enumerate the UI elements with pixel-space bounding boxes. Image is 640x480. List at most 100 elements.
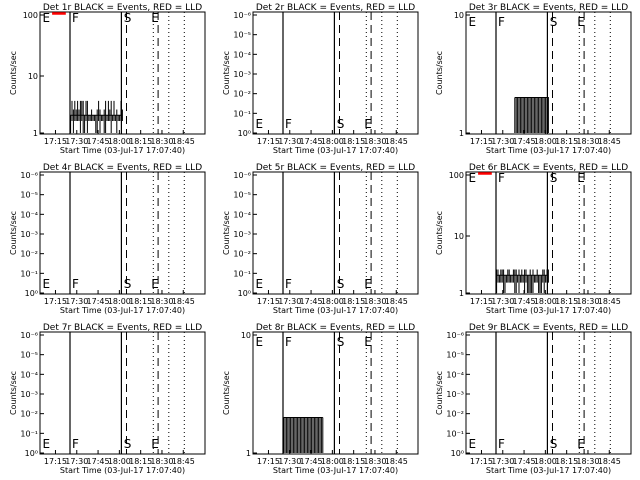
x-tick-label: 18:00 [534, 137, 557, 146]
y-tick-label: 1 [246, 449, 251, 458]
x-tick-label: 18:30 [150, 457, 173, 466]
y-tick-label: 10⁻⁵ [20, 191, 38, 200]
x-tick-label: 18:45 [385, 457, 408, 466]
y-tick-label: 10⁻³ [20, 390, 38, 399]
y-tick-label: 10⁻⁴ [233, 210, 251, 219]
x-tick-label: 18:45 [385, 137, 408, 146]
x-tick-label: 17:30 [65, 137, 88, 146]
y-tick-label: 10⁻⁶ [20, 171, 38, 180]
y-tick-label: 10⁻⁶ [233, 11, 251, 20]
x-tick-label: 18:30 [150, 137, 173, 146]
phase-marker-e: E [256, 335, 264, 349]
phase-marker-e: E [256, 117, 264, 131]
x-tick-label: 17:15 [44, 297, 67, 306]
x-tick-label: 18:15 [129, 137, 152, 146]
x-tick-label: 17:45 [513, 137, 536, 146]
y-tick-label: 10⁻³ [233, 70, 251, 79]
x-tick-label: 18:00 [321, 297, 344, 306]
y-tick-label: 10⁻⁶ [233, 171, 251, 180]
y-tick-label: 10⁻⁶ [446, 331, 464, 340]
y-tick-label: 10⁻¹ [233, 109, 251, 118]
y-tick-label: 10⁻² [20, 250, 38, 259]
phase-marker-e: E [43, 277, 51, 291]
phase-marker-e: E [469, 171, 477, 185]
x-tick-label: 18:30 [363, 137, 386, 146]
plot-frame [252, 331, 419, 455]
phase-marker-f: F [498, 171, 505, 185]
x-tick-label: 17:15 [470, 457, 493, 466]
x-tick-label: 17:30 [65, 297, 88, 306]
y-tick-label: 10⁰ [451, 449, 464, 458]
x-axis-label: Start Time (03-Jul-17 17:07:40) [486, 146, 611, 155]
x-tick-label: 18:00 [534, 457, 557, 466]
x-tick-label: 17:15 [470, 137, 493, 146]
y-axis-label: Counts/sec [435, 211, 444, 255]
phase-marker-e: E [364, 335, 372, 349]
plot-frame [39, 11, 206, 135]
x-tick-label: 18:30 [576, 457, 599, 466]
x-tick-label: 18:00 [321, 137, 344, 146]
x-tick-label: 17:15 [470, 297, 493, 306]
y-tick-label: 10⁻² [233, 90, 251, 99]
x-tick-label: 17:30 [491, 137, 514, 146]
x-tick-label: 17:15 [44, 137, 67, 146]
detector-panel-1: Det 1r BLACK = Events, RED = LLD Counts/s… [9, 3, 206, 155]
x-tick-label: 18:15 [129, 297, 152, 306]
x-axis-label: Start Time (03-Jul-17 17:07:40) [60, 466, 185, 475]
x-tick-label: 18:00 [108, 137, 131, 146]
phase-marker-e: E [364, 117, 372, 131]
phase-marker-s: S [124, 11, 132, 25]
plot-frame [465, 331, 632, 455]
phase-marker-e: E [43, 11, 51, 25]
y-tick-label: 10⁻² [20, 410, 38, 419]
plot-frame [465, 171, 632, 295]
x-tick-label: 18:45 [385, 297, 408, 306]
phase-marker-f: F [285, 335, 292, 349]
phase-marker-f: F [72, 437, 79, 451]
x-tick-label: 17:30 [278, 297, 301, 306]
detector-panel-6: Det 6r BLACK = Events, RED = LLD Counts/s… [435, 163, 632, 315]
x-tick-label: 18:30 [363, 297, 386, 306]
x-tick-label: 17:30 [278, 137, 301, 146]
detector-panel-9: Det 9r BLACK = Events, RED = LLD Counts/s… [435, 323, 632, 475]
events-series [283, 417, 324, 453]
x-tick-label: 17:45 [513, 297, 536, 306]
x-tick-label: 17:15 [257, 137, 280, 146]
x-tick-label: 17:30 [491, 457, 514, 466]
x-tick-label: 17:30 [278, 457, 301, 466]
phase-marker-f: F [285, 277, 292, 291]
x-tick-label: 18:45 [172, 297, 195, 306]
phase-marker-s: S [124, 437, 132, 451]
y-tick-label: 10 [241, 331, 251, 340]
y-tick-label: 10⁻² [446, 410, 464, 419]
y-tick-label: 10 [28, 72, 38, 81]
x-tick-label: 17:45 [300, 297, 323, 306]
y-tick-label: 10⁻⁵ [233, 31, 251, 40]
events-series [496, 269, 549, 293]
phase-marker-f: F [285, 117, 292, 131]
x-tick-label: 17:15 [257, 457, 280, 466]
phase-marker-f: F [498, 15, 505, 29]
y-tick-label: 10⁻⁴ [446, 370, 464, 379]
y-tick-label: 10⁻⁴ [20, 210, 38, 219]
phase-marker-f: F [72, 11, 79, 25]
phase-marker-s: S [337, 117, 345, 131]
x-tick-label: 18:15 [555, 137, 578, 146]
phase-marker-s: S [550, 171, 558, 185]
detector-panel-2: Det 2r BLACK = Events, RED = LLD Counts/s… [222, 3, 419, 155]
x-tick-label: 17:15 [44, 457, 67, 466]
y-tick-label: 10⁻² [233, 250, 251, 259]
y-tick-label: 10⁻⁵ [446, 351, 464, 360]
x-tick-label: 18:00 [108, 297, 131, 306]
phase-marker-s: S [337, 277, 345, 291]
plot-frame [465, 11, 632, 135]
y-tick-label: 10⁻³ [233, 230, 251, 239]
panel-title: Det 7r BLACK = Events, RED = LLD [43, 323, 202, 333]
y-tick-label: 10⁻³ [20, 230, 38, 239]
phase-marker-e: E [577, 437, 585, 451]
x-tick-label: 18:45 [598, 297, 621, 306]
y-axis-label: Counts/sec [222, 371, 231, 415]
panel-title: Det 6r BLACK = Events, RED = LLD [469, 163, 628, 173]
y-tick-label: 10⁻⁴ [233, 50, 251, 59]
y-tick-label: 10⁻¹ [20, 429, 38, 438]
